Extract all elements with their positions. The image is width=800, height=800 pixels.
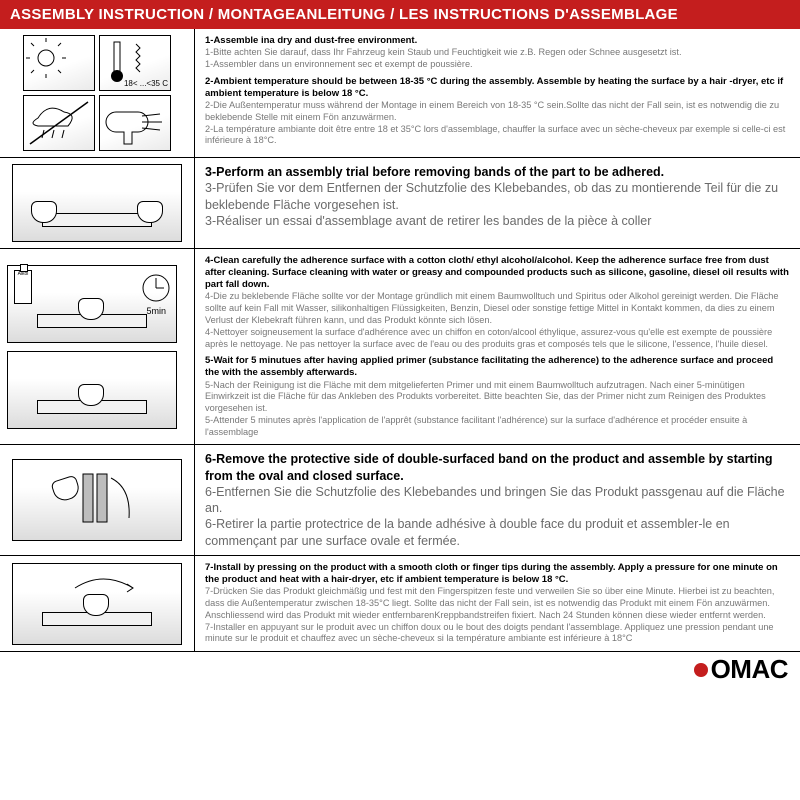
step1-en: 1-Assemble ina dry and dust-free environ… [205, 35, 790, 47]
diagram-3: Alkol 5min [0, 249, 195, 444]
icon-hairdryer [99, 95, 171, 151]
temp-range-label: 18< ...<35 C [124, 79, 168, 88]
step2-fr: 2-La température ambiante doit être entr… [205, 124, 790, 148]
row-4: 6-Remove the protective side of double-s… [0, 445, 800, 556]
brand-logo: OMAC [694, 654, 788, 685]
instruction-rows: 18< ...<35 C 1-Assemble ina dry and dust… [0, 29, 800, 652]
diagram-4 [0, 445, 195, 555]
alcohol-label: Alkol [18, 271, 29, 277]
step2-en: 2-Ambient temperature should be between … [205, 76, 790, 100]
row-1: 18< ...<35 C 1-Assemble ina dry and dust… [0, 29, 800, 158]
logo-dot-icon [694, 663, 708, 677]
step4-de: 4-Die zu beklebende Fläche sollte vor de… [205, 291, 790, 326]
icon-sun [23, 35, 95, 91]
step4-fr: 4-Nettoyer soigneusement la surface d'ad… [205, 327, 790, 351]
step6-fr: 6-Retirer la partie protectrice de la ba… [205, 516, 790, 549]
text-1: 1-Assemble ina dry and dust-free environ… [195, 29, 800, 157]
row-2: 3-Perform an assembly trial before remov… [0, 158, 800, 249]
step5-fr: 5-Attender 5 minutes après l'application… [205, 415, 790, 439]
text-4: 6-Remove the protective side of double-s… [195, 445, 800, 555]
step2-de: 2-Die Außentemperatur muss während der M… [205, 100, 790, 124]
step7-en: 7-Install by pressing on the product wit… [205, 562, 790, 586]
step3-en: 3-Perform an assembly trial before remov… [205, 164, 790, 180]
step6-en: 6-Remove the protective side of double-s… [205, 451, 790, 484]
row-3: Alkol 5min 4-Clean carefully the adheren… [0, 249, 800, 445]
step4-en: 4-Clean carefully the adherence surface … [205, 255, 790, 291]
diagram-5 [0, 556, 195, 651]
panel-trial [12, 164, 182, 242]
step6-de: 6-Entfernen Sie die Schutzfolie des Kleb… [205, 484, 790, 517]
text-2: 3-Perform an assembly trial before remov… [195, 158, 800, 248]
text-3: 4-Clean carefully the adherence surface … [195, 249, 800, 444]
step5-en: 5-Wait for 5 minutues after having appli… [205, 355, 790, 379]
step3-de: 3-Prüfen Sie vor dem Entfernen der Schut… [205, 180, 790, 213]
icon-thermometer: 18< ...<35 C [99, 35, 171, 91]
step5-de: 5-Nach der Reinigung ist die Fläche mit … [205, 380, 790, 415]
wait-5min: 5min [146, 306, 166, 316]
logo-text: OMAC [711, 654, 788, 685]
row-5: 7-Install by pressing on the product wit… [0, 556, 800, 652]
diagram-2 [0, 158, 195, 248]
step1-de: 1-Bitte achten Sie darauf, dass Ihr Fahr… [205, 47, 790, 59]
step3-fr: 3-Réaliser un essai d'assemblage avant d… [205, 213, 790, 229]
step7-fr: 7-Installer en appuyant sur le produit a… [205, 622, 790, 646]
alcohol-bottle: Alkol [14, 270, 32, 304]
footer: OMAC [0, 652, 800, 685]
step1-fr: 1-Assembler dans un environnement sec et… [205, 59, 790, 71]
header-bar: ASSEMBLY INSTRUCTION / MONTAGEANLEITUNG … [0, 0, 800, 29]
icon-no-rain [23, 95, 95, 151]
diagram-1: 18< ...<35 C [0, 29, 195, 157]
step7-de: 7-Drücken Sie das Produkt gleichmäßig un… [205, 586, 790, 621]
text-5: 7-Install by pressing on the product wit… [195, 556, 800, 651]
